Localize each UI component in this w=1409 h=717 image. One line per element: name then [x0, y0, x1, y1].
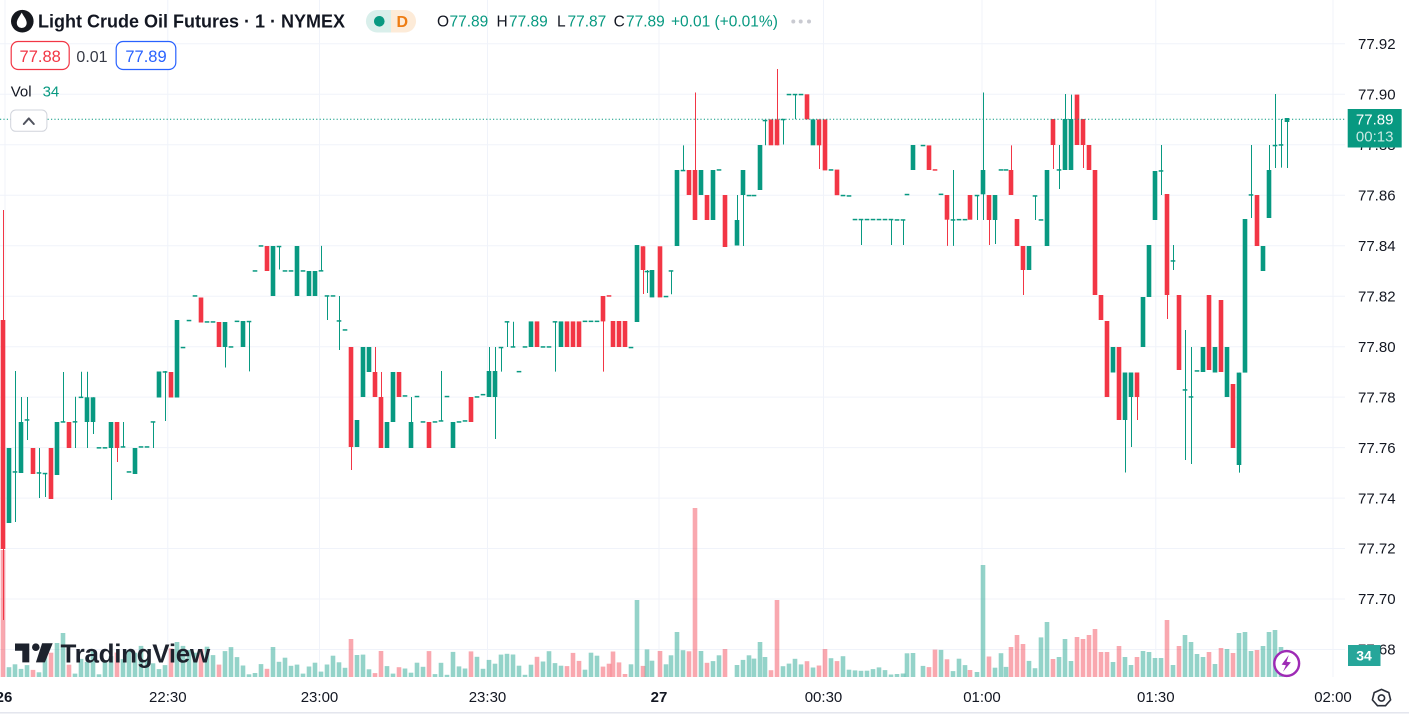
svg-text:23:00: 23:00	[301, 689, 339, 706]
svg-text:77.89: 77.89	[450, 14, 489, 31]
svg-text:TradingView: TradingView	[61, 639, 211, 669]
svg-text:77.70: 77.70	[1358, 591, 1396, 608]
svg-text:00:13: 00:13	[1356, 129, 1394, 146]
svg-text:00:30: 00:30	[805, 689, 843, 706]
svg-text:Light Crude Oil Futures · 1 ·: Light Crude Oil Futures · 1 · NYMEX	[38, 12, 345, 32]
svg-text:77.76: 77.76	[1358, 440, 1396, 457]
svg-text:77.87: 77.87	[568, 14, 607, 31]
svg-text:77.89: 77.89	[626, 14, 665, 31]
svg-text:23:30: 23:30	[469, 689, 507, 706]
svg-text:77.90: 77.90	[1358, 87, 1396, 104]
svg-text:C: C	[614, 14, 625, 31]
svg-text:Vol: Vol	[11, 84, 32, 101]
svg-text:02:00: 02:00	[1314, 689, 1352, 706]
svg-text:34: 34	[43, 84, 60, 101]
svg-text:01:00: 01:00	[963, 689, 1001, 706]
svg-text:77.72: 77.72	[1358, 541, 1396, 558]
svg-text:77.86: 77.86	[1358, 187, 1396, 204]
svg-text:77.89: 77.89	[125, 48, 166, 66]
svg-text:77.84: 77.84	[1358, 238, 1396, 255]
svg-text:77.80: 77.80	[1358, 339, 1396, 356]
svg-text:27: 27	[651, 689, 668, 706]
svg-text:22:30: 22:30	[149, 689, 187, 706]
svg-text:H: H	[497, 14, 508, 31]
svg-text:77.92: 77.92	[1358, 36, 1396, 53]
svg-text:77.74: 77.74	[1358, 490, 1396, 507]
svg-text:77.82: 77.82	[1358, 288, 1396, 305]
svg-text:34: 34	[1356, 648, 1372, 664]
svg-text:D: D	[397, 14, 409, 31]
svg-text:77.88: 77.88	[20, 48, 61, 66]
svg-text:O: O	[437, 14, 449, 31]
svg-text:01:30: 01:30	[1137, 689, 1175, 706]
svg-text:+0.01 (+0.01%): +0.01 (+0.01%)	[671, 14, 778, 31]
svg-text:L: L	[557, 14, 566, 31]
svg-text:77.89: 77.89	[509, 14, 548, 31]
svg-text:26: 26	[0, 689, 12, 706]
svg-text:77.78: 77.78	[1358, 389, 1396, 406]
svg-text:0.01: 0.01	[76, 49, 107, 66]
svg-text:77.89: 77.89	[1356, 111, 1394, 128]
